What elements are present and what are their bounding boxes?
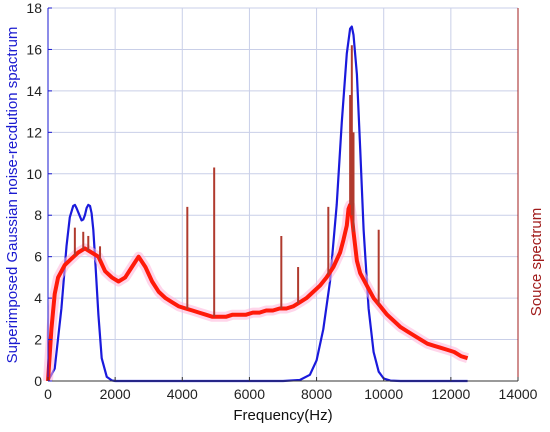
y-tick-label: 14: [26, 83, 42, 99]
x-tick-label: 10000: [364, 386, 403, 402]
y-tick-label: 16: [26, 41, 42, 57]
grid: [47, 7, 519, 382]
y-tick-label: 8: [34, 207, 42, 223]
y-tick-label: 12: [26, 124, 42, 140]
y-axis-right-label: Souce spectrum: [528, 208, 545, 316]
x-tick-label: 8000: [301, 386, 332, 402]
y-tick-label: 6: [34, 249, 42, 265]
x-tick-label: 6000: [234, 386, 265, 402]
y-tick-label: 0: [34, 373, 42, 389]
source-series-line: [46, 202, 469, 382]
series-layer: [43, 25, 470, 383]
y-tick-label: 18: [26, 0, 42, 16]
y-axis-left-label: Superimposed Gaussian noise-recdution sp…: [4, 27, 21, 364]
ticks: 0 2000 4000 6000 8000 10000 12000 14000 0 2 4 6 8 10 1…: [26, 0, 537, 402]
y-tick-label: 4: [34, 290, 42, 306]
x-tick-label: 0: [44, 386, 52, 402]
y-tick-label: 2: [34, 332, 42, 348]
x-tick-label: 2000: [100, 386, 131, 402]
x-axis-label: Frequency(Hz): [233, 407, 332, 424]
y-tick-label: 10: [26, 166, 42, 182]
plot-background: [48, 8, 518, 381]
x-tick-label: 12000: [431, 386, 470, 402]
axes: [47, 8, 519, 382]
x-tick-label: 14000: [499, 386, 538, 402]
x-tick-label: 4000: [167, 386, 198, 402]
